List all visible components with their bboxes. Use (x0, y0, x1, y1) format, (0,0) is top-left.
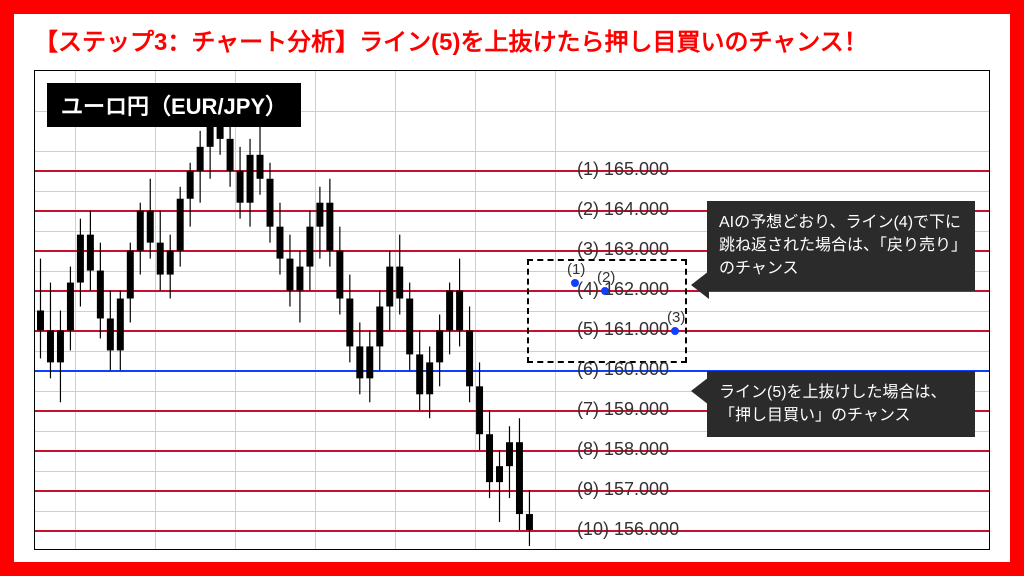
prediction-dot (671, 327, 679, 335)
price-label: (7) 159.000 (575, 399, 671, 420)
callout-box: ライン(5)を上抜けした場合は、「押し目買い」のチャンス (707, 371, 975, 437)
callout-box: AIの予想どおり、ライン(4)で下に跳ね返された場合は、「戻り売り」のチャンス (707, 201, 975, 291)
page-title: 【ステップ3：チャート分析】ライン(5)を上抜けたら押し目買いのチャンス！ (34, 22, 868, 57)
chart-area: ユーロ円（EUR/JPY） (1) 165.000 (2) 164.000 (3) … (34, 70, 990, 550)
price-label: (2) 164.000 (575, 199, 671, 220)
pair-badge: ユーロ円（EUR/JPY） (47, 83, 301, 127)
price-label: (6) 160.000 (575, 359, 671, 380)
inner-panel: 【ステップ3：チャート分析】ライン(5)を上抜けたら押し目買いのチャンス！ ユー… (14, 14, 1010, 562)
price-label: (10) 156.000 (575, 519, 681, 540)
title-bar: 【ステップ3：チャート分析】ライン(5)を上抜けたら押し目買いのチャンス！ (34, 20, 990, 58)
price-label: (5) 161.000 (575, 319, 671, 340)
price-label: (8) 158.000 (575, 439, 671, 460)
outer-frame: 【ステップ3：チャート分析】ライン(5)を上抜けたら押し目買いのチャンス！ ユー… (0, 0, 1024, 576)
price-label: (4) 162.000 (575, 279, 671, 300)
price-label: (1) 165.000 (575, 159, 671, 180)
price-label: (9) 157.000 (575, 479, 671, 500)
prediction-dot-label: (1) (567, 261, 585, 278)
price-label: (3) 163.000 (575, 239, 671, 260)
candlestick-layer (35, 71, 989, 550)
